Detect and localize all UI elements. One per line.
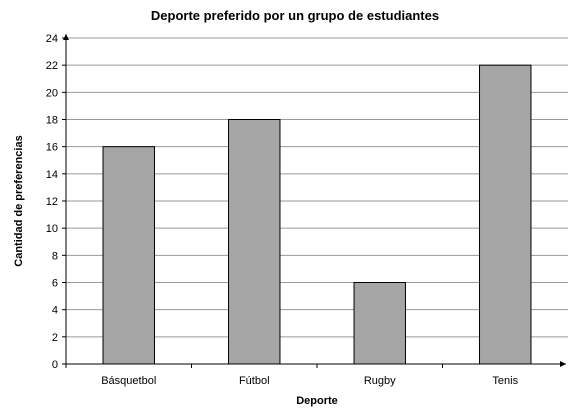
y-tick-label: 12 — [46, 196, 58, 208]
y-tick-label: 0 — [52, 359, 58, 371]
bar-3 — [479, 64, 532, 365]
axes — [62, 34, 566, 368]
x-category-label: Tenis — [492, 375, 518, 387]
bar-1 — [228, 119, 281, 365]
y-tick-label: 20 — [46, 87, 58, 99]
y-tick-label: 10 — [46, 223, 58, 235]
y-tick-label: 24 — [46, 33, 58, 45]
chart-title: Deporte preferido por un grupo de estudi… — [151, 8, 439, 23]
x-category-labels: Básquetbol Fútbol Rugby Tenis — [101, 375, 518, 387]
bar-2 — [353, 282, 406, 365]
x-category-label: Rugby — [364, 375, 396, 387]
y-axis-title: Cantidad de preferencias — [13, 135, 25, 266]
x-axis-arrow — [560, 361, 566, 367]
y-tick-label: 2 — [52, 332, 58, 344]
x-category-label: Básquetbol — [101, 375, 156, 387]
y-tick-label: 16 — [46, 142, 58, 154]
y-tick-label: 22 — [46, 60, 58, 72]
bar-0 — [102, 146, 155, 365]
y-tick-label: 14 — [46, 169, 58, 181]
y-tick-label: 18 — [46, 115, 58, 127]
y-tick-label: 8 — [52, 250, 58, 262]
y-tick-label: 6 — [52, 278, 58, 290]
x-category-label: Fútbol — [239, 375, 270, 387]
y-tick-label: 4 — [52, 305, 58, 317]
x-axis-title: Deporte — [296, 395, 338, 407]
y-axis-arrow — [63, 34, 69, 40]
bars — [102, 64, 532, 365]
